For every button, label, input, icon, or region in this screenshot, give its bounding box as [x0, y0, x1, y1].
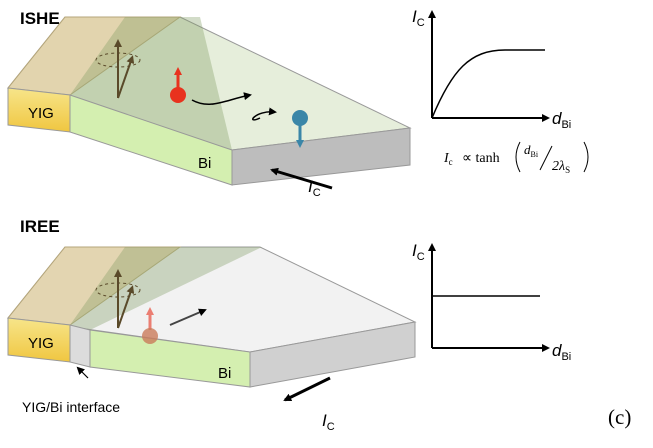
x-axis-label: dBi: [552, 341, 571, 363]
x-axis-label: dBi: [552, 109, 571, 131]
iree-panel: IREE YIG Bi IC YIG/Bi interface IC dBi: [8, 217, 571, 433]
ishe-panel: ISHE YIG Bi IC IC dBi Ic ∝ tanh dBi 2λS: [8, 7, 588, 199]
interface-face: [70, 325, 90, 367]
bi-label: Bi: [198, 155, 211, 172]
panel-label: (c): [608, 405, 631, 429]
fraction-slash: [540, 146, 552, 170]
y-axis-label: IC: [412, 7, 425, 29]
formula-relation: ∝ tanh: [462, 151, 500, 166]
yig-label: YIG: [28, 335, 54, 352]
formula: Ic ∝ tanh dBi 2λS: [443, 142, 588, 175]
y-axis-label: IC: [412, 241, 425, 263]
current-label: IC: [322, 411, 335, 433]
formula-numerator: dBi: [524, 142, 539, 159]
figure: ISHE YIG Bi IC IC dBi Ic ∝ tanh dBi 2λS: [0, 0, 653, 448]
formula-denominator: 2λS: [552, 159, 570, 175]
electron: [170, 87, 186, 103]
current-label: IC: [308, 177, 321, 199]
interface-label: YIG/Bi interface: [22, 399, 120, 415]
interface-pointer: [78, 368, 88, 378]
paren: [516, 142, 520, 172]
paren: [584, 142, 588, 172]
formula-lhs: Ic: [443, 151, 453, 167]
yig-label: YIG: [28, 105, 54, 122]
panel-title: IREE: [20, 217, 60, 236]
curve: [432, 50, 545, 118]
panel-title: ISHE: [20, 9, 60, 28]
current-arrow: [285, 378, 330, 400]
bi-label: Bi: [218, 365, 231, 382]
electron: [142, 328, 158, 344]
